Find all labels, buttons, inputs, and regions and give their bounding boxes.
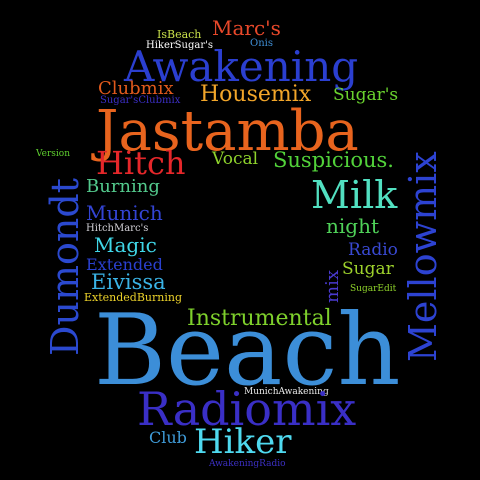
word-hitchmarcs: HitchMarc's bbox=[86, 223, 149, 234]
word-eivissa: Eivissa bbox=[91, 270, 166, 294]
word-sugarsclubmix: Sugar'sClubmix bbox=[100, 95, 181, 106]
word-munich: Munich bbox=[86, 201, 163, 225]
word-extendedburning: ExtendedBurning bbox=[84, 291, 182, 304]
word-club: Club bbox=[149, 428, 187, 447]
word-version: Version bbox=[36, 149, 71, 159]
word-hitch: Hitch bbox=[96, 144, 186, 182]
word-sugar: Sugar bbox=[342, 259, 394, 279]
word-radio: Radio bbox=[348, 240, 398, 260]
word-night: night bbox=[326, 214, 379, 238]
word-sugars: Sugar's bbox=[333, 85, 399, 105]
word-magic: Magic bbox=[94, 233, 157, 257]
word-mellowmix: Mellowmix bbox=[401, 151, 445, 362]
word-hikersugars: HikerSugar's bbox=[146, 40, 213, 51]
word-milk: Milk bbox=[311, 173, 398, 217]
word-dumondt: Dumondt bbox=[43, 178, 87, 356]
word-onis: Onis bbox=[250, 38, 273, 49]
word-suspicious: Suspicious. bbox=[273, 148, 394, 172]
word-vocal: Vocal bbox=[212, 149, 259, 169]
word-instrumental: Instrumental bbox=[187, 306, 332, 331]
word-awakening: Awakening bbox=[124, 42, 359, 91]
word-extended: Extended bbox=[86, 255, 163, 274]
word-hiker: Hiker bbox=[194, 422, 292, 462]
word-sugaredit: SugarEdit bbox=[350, 284, 397, 294]
word-jastamba: Jastamba bbox=[96, 99, 359, 164]
word-awakeningradio: AwakeningRadio bbox=[209, 459, 286, 469]
word-radiomix: Radiomix bbox=[137, 382, 357, 436]
word-marcs: Marc's bbox=[212, 16, 281, 40]
word-isbeach: IsBeach bbox=[157, 28, 202, 41]
word-munichawakening: MunichAwakening bbox=[244, 387, 329, 397]
word-clubmix: Clubmix bbox=[98, 78, 174, 99]
word-beach: Beach bbox=[94, 294, 401, 408]
word-burning: Burning bbox=[86, 176, 160, 197]
word-housemix: Housemix bbox=[200, 82, 312, 107]
